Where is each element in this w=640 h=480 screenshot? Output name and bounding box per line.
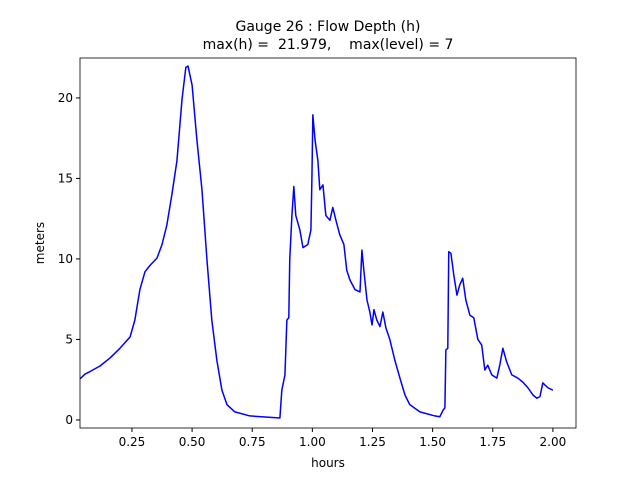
x-tick-label: 0.75 <box>239 435 266 449</box>
data-line <box>79 65 554 419</box>
y-tick-label: 10 <box>58 252 73 266</box>
y-tick-label: 20 <box>58 91 73 105</box>
chart-title: Gauge 26 : Flow Depth (h) <box>236 19 421 35</box>
y-tick-label: 0 <box>65 413 73 427</box>
chart-subtitle: max(h) = 21.979, max(level) = 7 <box>203 37 454 53</box>
plot-frame <box>79 57 577 429</box>
x-tick-label: 0.50 <box>179 435 206 449</box>
x-tick-label: 1.25 <box>359 435 386 449</box>
y-axis-label: meters <box>33 222 47 264</box>
x-tick-label: 2.00 <box>540 435 567 449</box>
x-tick-label: 1.00 <box>299 435 326 449</box>
y-tick-label: 15 <box>58 171 73 185</box>
x-tick-label: 1.75 <box>479 435 506 449</box>
x-tick-label: 0.25 <box>119 435 146 449</box>
x-tick-label: 1.50 <box>419 435 446 449</box>
y-tick-label: 5 <box>65 332 73 346</box>
x-axis-label: hours <box>311 456 345 470</box>
